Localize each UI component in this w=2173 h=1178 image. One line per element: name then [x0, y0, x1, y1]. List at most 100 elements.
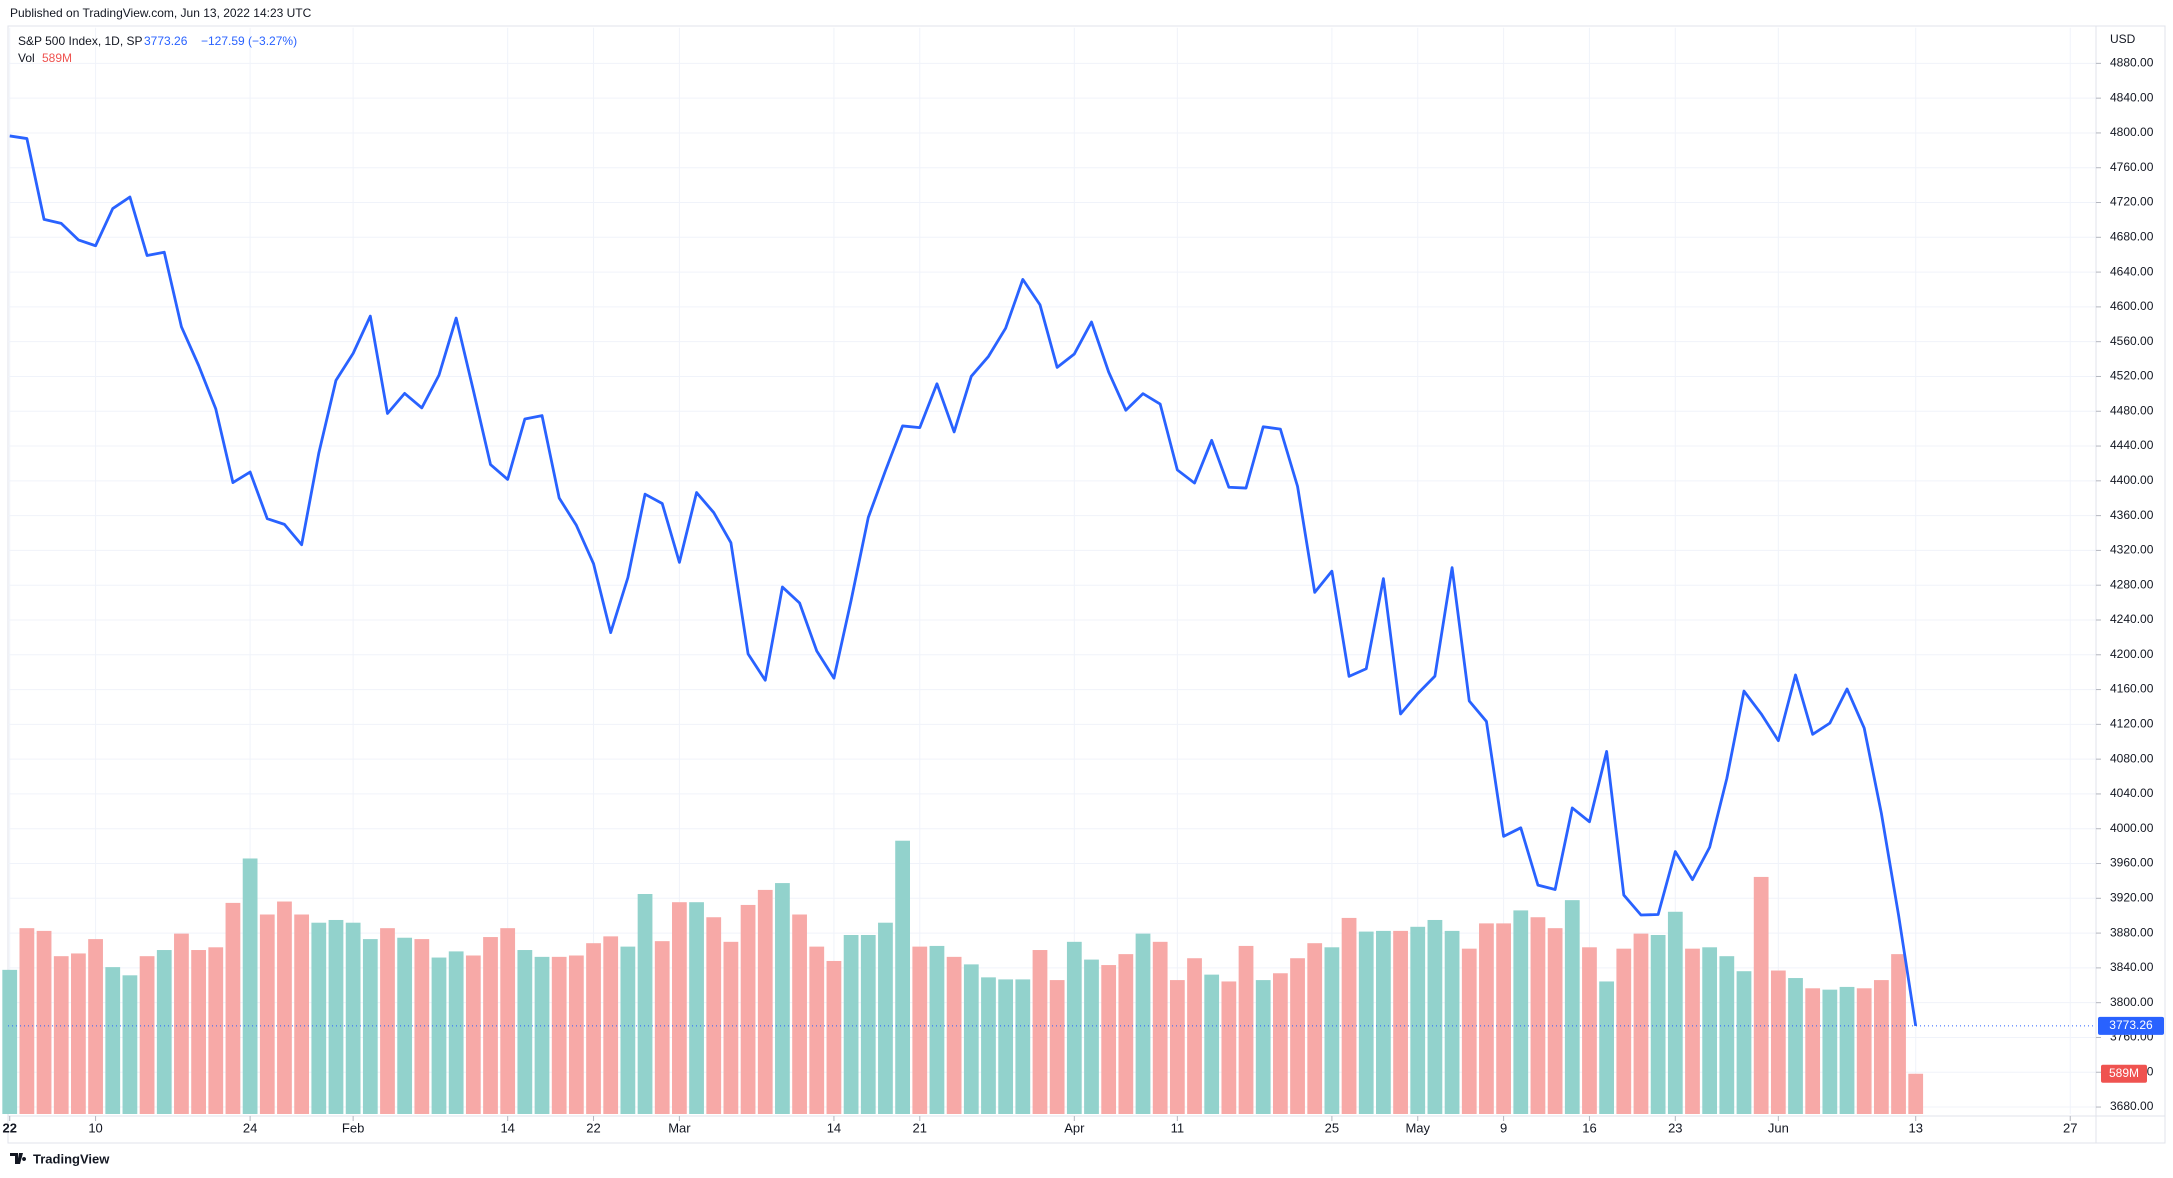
- volume-bar: [1513, 910, 1529, 1114]
- x-tick-label: 21: [913, 1120, 927, 1135]
- volume-bar: [1358, 931, 1374, 1114]
- y-tick-label: 4400.00: [2110, 473, 2154, 487]
- volume-bar: [534, 956, 550, 1114]
- volume-bar: [1582, 947, 1597, 1114]
- volume-bar: [809, 946, 825, 1114]
- y-tick-label: 4000.00: [2110, 821, 2154, 835]
- volume-bar: [912, 946, 928, 1114]
- volume-bar: [122, 975, 138, 1114]
- volume-bar: [1169, 980, 1185, 1114]
- volume-bar: [465, 955, 481, 1114]
- price-plot: [8, 134, 2096, 1027]
- volume-bar: [998, 979, 1014, 1114]
- volume-bar: [191, 950, 206, 1114]
- y-tick-label: 4280.00: [2110, 577, 2154, 591]
- currency: USD: [2110, 32, 2136, 46]
- volume-bar: [517, 950, 533, 1114]
- volume-bar: [1307, 943, 1323, 1114]
- volume-bar: [1290, 958, 1305, 1114]
- volume-bar: [1873, 980, 1889, 1114]
- volume-bar: [1049, 980, 1065, 1114]
- volume-bar: [88, 939, 103, 1114]
- last-price-tag: [2098, 1016, 2164, 1035]
- volume-bar: [1685, 948, 1700, 1114]
- volume-bar: [1496, 923, 1511, 1114]
- volume-bar: [1599, 981, 1615, 1114]
- volume-bar: [345, 922, 361, 1114]
- volume-bar: [878, 922, 893, 1114]
- x-tick-label: 9: [1500, 1120, 1507, 1135]
- volume-bar: [860, 934, 876, 1114]
- volume-bar: [843, 934, 859, 1114]
- y-tick-label: 4760.00: [2110, 160, 2154, 174]
- volume-bars: [2, 840, 1924, 1114]
- chart-frame: [7, 25, 2166, 1144]
- volume-bar: [895, 840, 910, 1114]
- volume-bar: [1135, 933, 1151, 1114]
- volume-bar: [826, 960, 842, 1114]
- volume-bar: [1564, 900, 1580, 1114]
- y-tick-label: 4880.00: [2110, 56, 2154, 70]
- y-tick-label: 3840.00: [2110, 960, 2154, 974]
- y-tick-label: 4800.00: [2110, 125, 2154, 139]
- volume-bar: [1822, 989, 1838, 1114]
- volume-bar: [757, 889, 773, 1114]
- y-tick-label: 4040.00: [2110, 786, 2154, 800]
- volume-bar: [637, 894, 653, 1114]
- volume-bar: [1187, 958, 1202, 1114]
- volume-bar: [1702, 947, 1718, 1114]
- legend-title: S&P 500 Index, 1D, SP: [18, 34, 143, 48]
- x-tick-label: 23: [1668, 1120, 1682, 1135]
- volume-bar: [1152, 941, 1168, 1114]
- volume-bar: [740, 904, 756, 1114]
- volume-bar: [414, 939, 430, 1114]
- y-tick-label: 3880.00: [2110, 925, 2154, 939]
- volume-bar: [1272, 973, 1288, 1114]
- volume-bar: [362, 939, 378, 1114]
- volume-bar: [1530, 917, 1546, 1114]
- x-tick-label: 25: [1325, 1120, 1339, 1135]
- volume-bar: [1805, 988, 1821, 1114]
- y-tick-label: 4240.00: [2110, 612, 2154, 626]
- volume-bar: [277, 901, 292, 1114]
- volume-bar: [483, 937, 498, 1114]
- volume-bar: [963, 964, 979, 1114]
- volume-bar: [1616, 948, 1632, 1114]
- volume-bar: [156, 950, 172, 1114]
- volume-bar: [139, 956, 155, 1114]
- volume-bar: [1547, 928, 1563, 1114]
- volume-bar: [36, 930, 52, 1114]
- brand: TradingView: [33, 1151, 110, 1166]
- volume-bar: [1221, 981, 1237, 1114]
- volume-bar: [1667, 911, 1683, 1114]
- y-tick-label: 4080.00: [2110, 751, 2154, 765]
- volume-bar: [259, 914, 275, 1114]
- y-tick-label: 4200.00: [2110, 647, 2154, 661]
- volume-bar: [672, 902, 687, 1114]
- y-tick-label: 3960.00: [2110, 856, 2154, 870]
- legend-last-value: 3773.26: [144, 34, 188, 48]
- x-tick-label: Jun: [1768, 1120, 1789, 1135]
- volume-bar: [1770, 970, 1786, 1114]
- legend-change: −127.59 (−3.27%): [201, 34, 297, 48]
- volume-bar: [105, 967, 121, 1114]
- x-tick-label: Mar: [668, 1120, 691, 1135]
- volume-bar: [568, 955, 584, 1114]
- volume-bar: [654, 941, 670, 1114]
- volume-legend-value: 589M: [42, 51, 72, 65]
- volume-bar: [448, 951, 464, 1114]
- volume-bar: [294, 914, 310, 1114]
- volume-bar: [1393, 930, 1408, 1114]
- volume-bar: [311, 922, 327, 1114]
- y-tick-label: 4720.00: [2110, 195, 2154, 209]
- brand-logo: [10, 1153, 27, 1164]
- volume-bar: [1650, 934, 1666, 1114]
- volume-legend: Vol: [18, 51, 35, 65]
- volume-bar: [1066, 941, 1082, 1114]
- x-tick-label: 10: [88, 1120, 102, 1135]
- y-tick-label: 3920.00: [2110, 890, 2154, 904]
- volume-bar: [53, 956, 69, 1114]
- y-tick-label: 4440.00: [2110, 438, 2154, 452]
- volume-bar: [1736, 971, 1752, 1114]
